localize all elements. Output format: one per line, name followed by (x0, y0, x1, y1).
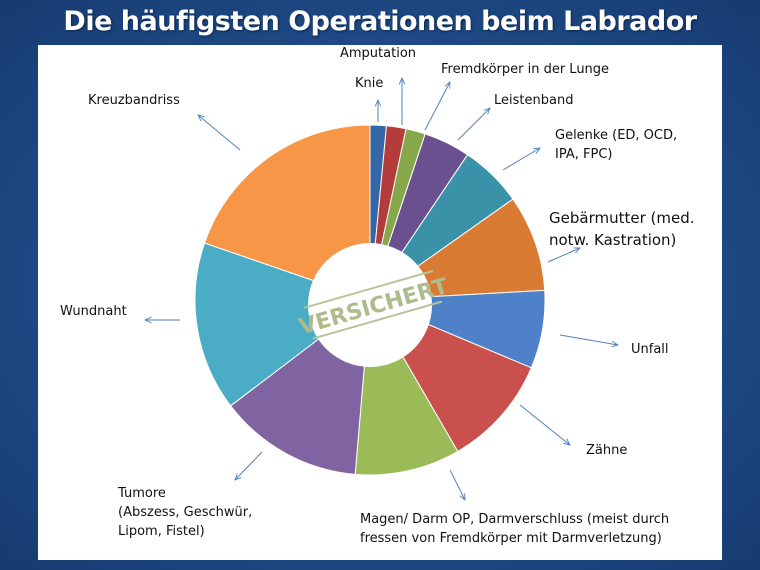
leader-arrow (449, 469, 465, 500)
chart-title: Die häufigsten Operationen beim Labrador (63, 6, 697, 37)
slice-label-line: Magen/ Darm OP, Darmverschluss (meist du… (360, 512, 670, 527)
leader-arrow (235, 451, 263, 480)
slice-label-line: Amputation (340, 46, 417, 61)
slice-label-line: notw. Kastration) (549, 231, 677, 249)
slice-label-line: Gelenke (ED, OCD, (555, 128, 678, 143)
slice-label: Kreuzbandriss (88, 91, 180, 110)
slice-label: Gebärmutter (med. notw. Kastration) (549, 207, 695, 251)
slice-label: Gelenke (ED, OCD, IPA, FPC) (555, 126, 677, 164)
slice-label-line: Fremdkörper in der Lunge (441, 62, 610, 77)
leader-arrow (198, 115, 241, 151)
slice-label-line: Kreuzbandriss (88, 93, 180, 108)
slice-kreuzbandriss (203, 124, 371, 301)
slice-label: Wundnaht (60, 302, 127, 321)
slice-label: Unfall (631, 340, 669, 359)
slice-label-line: (Abszess, Geschwür, (118, 505, 253, 520)
slice-label-line: fressen von Fremdkörper mit Darmverletzu… (360, 531, 662, 546)
slice-label-line: Tumore (118, 486, 166, 501)
leader-arrow (424, 82, 450, 131)
leader-arrow (547, 248, 580, 263)
leader-arrow (457, 108, 490, 141)
slice-label-line: Wundnaht (60, 304, 127, 319)
slice-label-line: Gebärmutter (med. (549, 209, 695, 227)
slice-wundnaht (194, 242, 372, 407)
leader-arrow (519, 404, 570, 445)
slice-label: Fremdkörper in der Lunge (441, 60, 609, 79)
slice-label: Zähne (586, 441, 627, 460)
slice-label: Knie (355, 74, 383, 93)
slice-label-line: Unfall (631, 342, 669, 357)
slice-label: Amputation (340, 44, 416, 63)
slice-label-line: IPA, FPC) (555, 147, 613, 162)
donut-hole (308, 243, 432, 367)
leader-arrow (559, 334, 618, 345)
slice-label-line: Zähne (586, 443, 628, 458)
slice-label-line: Lipom, Fistel) (118, 524, 205, 539)
slice-label-line: Leistenband (494, 93, 574, 108)
leader-arrow (502, 148, 540, 171)
slice-label-line: Knie (355, 76, 384, 91)
slice-label: Tumore (Abszess, Geschwür, Lipom, Fistel) (118, 484, 252, 541)
slice-label: Leistenband (494, 91, 573, 110)
slice-label: Magen/ Darm OP, Darmverschluss (meist du… (360, 510, 669, 548)
